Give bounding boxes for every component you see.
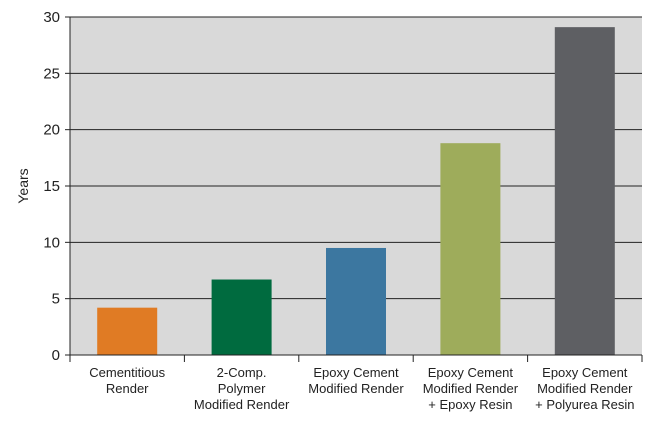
y-tick-label: 30 [43,9,60,26]
bar [97,307,158,355]
bar [440,143,501,355]
axes [65,16,643,362]
x-category-label: 2-Comp. Polymer Modified Render [194,365,290,412]
bars [97,27,615,355]
x-category-label: Epoxy Cement Modified Render + Epoxy Resin [423,365,519,412]
y-tick-label: 25 [43,65,60,82]
y-tick-labels: 0 5 10 15 20 25 30 [43,9,60,364]
x-category-labels: Cementitious Render 2-Comp. Polymer Modified… [89,365,634,412]
y-tick-label: 15 [43,178,60,195]
x-category-label: Cementitious Render [89,365,165,396]
y-tick-label: 10 [43,234,60,251]
y-tick-label: 20 [43,122,60,139]
x-category-label: Epoxy Cement Modified Render + Polyurea Re… [535,365,634,412]
gridlines [70,16,642,300]
bar [326,247,386,355]
y-tick-label: 5 [52,291,60,308]
bar [554,27,615,355]
bar [211,279,272,355]
y-axis-label: Years [15,168,31,203]
x-category-label: Epoxy Cement Modified Render [308,365,404,396]
y-tick-label: 0 [52,347,60,364]
